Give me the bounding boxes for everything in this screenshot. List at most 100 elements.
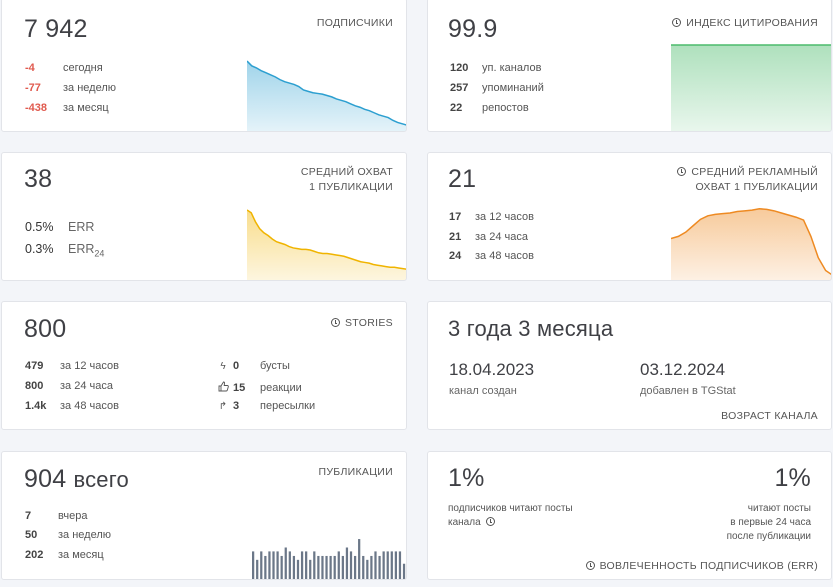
ad-reach-series-area xyxy=(671,208,831,280)
engagement-caption-wrap: ВОВЛЕЧЕННОСТЬ ПОДПИСЧИКОВ (ERR) xyxy=(585,560,818,572)
stories-24h-num: 800 xyxy=(25,380,44,392)
avg-reach-sparkline xyxy=(247,209,406,280)
subscribers-sparkline xyxy=(247,60,406,131)
ad-reach-series-line xyxy=(671,207,831,276)
publication-bar xyxy=(337,551,340,579)
created-label: канал создан xyxy=(449,385,517,397)
publication-bar xyxy=(366,559,369,579)
ad-row-12h: 17 за 12 часов xyxy=(449,211,534,223)
ad-reach-caption-1-wrap: СРЕДНИЙ РЕКЛАМНЫЙ xyxy=(677,166,818,178)
avg-reach-caption-2: 1 ПУБЛИКАЦИИ xyxy=(309,181,393,193)
citation-reposts-num: 22 xyxy=(450,102,463,114)
stories-boosts-label: бусты xyxy=(260,360,290,372)
lightning-icon: ϟ xyxy=(220,361,226,372)
stories-reactions-num: 15 xyxy=(233,382,246,394)
avg-reach-series-area xyxy=(247,210,406,280)
avg-reach-card[interactable]: 38 СРЕДНИЙ ОХВАТ 1 ПУБЛИКАЦИИ 0.5% ERR 0.… xyxy=(1,152,407,281)
publications-value: 904 xyxy=(24,465,67,493)
citation-channels-label: уп. каналов xyxy=(482,62,542,74)
age-caption: ВОЗРАСТ КАНАЛА xyxy=(721,410,818,422)
publication-bar xyxy=(260,551,263,579)
ad-24h-label: за 24 часа xyxy=(475,231,528,243)
publication-bar xyxy=(353,555,357,579)
engagement-card[interactable]: 1% 1% подписчиков читают посты канала чи… xyxy=(427,451,832,580)
stories-row-24h: 800 за 24 часа xyxy=(25,380,113,392)
publication-bar xyxy=(296,559,300,579)
publication-bar xyxy=(386,551,389,579)
ad-row-48h: 24 за 48 часов xyxy=(449,250,534,262)
publications-week-label: за неделю xyxy=(58,529,112,541)
ad-reach-caption-1: СРЕДНИЙ РЕКЛАМНЫЙ xyxy=(691,166,818,178)
publication-bar xyxy=(398,551,402,579)
citation-row-mentions: 257 упоминаний xyxy=(450,82,544,94)
publications-bar-chart xyxy=(252,539,406,579)
stories-row-12h: 479 за 12 часов xyxy=(25,360,119,372)
publications-row-yesterday: 7 вчера xyxy=(25,510,87,522)
citation-channels-num: 120 xyxy=(450,62,469,74)
publication-bar xyxy=(374,551,377,579)
ad-12h-label: за 12 часов xyxy=(475,211,534,223)
publication-bar xyxy=(333,555,336,579)
subscribers-card[interactable]: 7 942 ПОДПИСЧИКИ -4 сегодня -77 за неделю … xyxy=(1,0,407,132)
publication-bar xyxy=(276,551,279,579)
publication-bar xyxy=(349,551,353,579)
publication-bar xyxy=(321,555,324,579)
publication-bar xyxy=(382,551,385,579)
engagement-right-text-3: после публикации xyxy=(726,531,811,542)
publication-bar xyxy=(268,551,271,579)
engagement-left-text-1: подписчиков читают посты xyxy=(448,503,573,514)
publication-bar xyxy=(256,559,259,579)
subscribers-month-label: за месяц xyxy=(63,102,109,114)
citation-value: 99.9 xyxy=(448,15,498,43)
subscribers-row-today: -4 сегодня xyxy=(25,62,103,74)
err-row: 0.5% ERR xyxy=(25,220,94,234)
stories-caption: STORIES xyxy=(344,317,393,329)
subscribers-row-month: -438 за месяц xyxy=(25,102,109,114)
engagement-right-text-1: читают посты xyxy=(747,503,811,514)
publication-bar xyxy=(394,551,397,579)
stories-row-forwards: ↱ 3 пересылки xyxy=(217,400,315,412)
publication-bar xyxy=(252,551,255,579)
subscribers-row-week: -77 за неделю xyxy=(25,82,116,94)
added-date: 03.12.2024 xyxy=(640,360,726,379)
publication-bar xyxy=(288,551,291,579)
stories-card[interactable]: 800 STORIES 479 за 12 часов 800 за 24 часа… xyxy=(1,301,407,430)
info-icon[interactable] xyxy=(486,517,496,526)
citation-card[interactable]: 99.9 ИНДЕКС ЦИТИРОВАНИЯ 120 уп. каналов 2… xyxy=(427,0,832,132)
stories-caption-wrap: STORIES xyxy=(330,317,393,329)
age-card[interactable]: 3 года 3 месяца 18.04.2023 канал создан … xyxy=(427,301,832,430)
publications-caption: ПУБЛИКАЦИИ xyxy=(318,466,393,478)
subscribers-value: 7 942 xyxy=(24,15,88,43)
stories-reactions-label: реакции xyxy=(260,382,302,394)
engagement-right-value: 1% xyxy=(774,464,811,492)
publication-bar xyxy=(317,555,320,579)
engagement-left-text-2: канала xyxy=(448,517,481,528)
ad-48h-label: за 48 часов xyxy=(475,250,534,262)
engagement-right-text-2: в первые 24 часа xyxy=(730,517,811,528)
stories-forwards-label: пересылки xyxy=(260,400,316,412)
added-label: добавлен в TGStat xyxy=(640,385,736,397)
publications-value-wrap: 904 всего xyxy=(24,465,129,494)
ad-reach-sparkline xyxy=(671,207,831,280)
engagement-left-text-2-wrap: канала xyxy=(448,516,500,530)
subscribers-month-num: -438 xyxy=(25,102,48,114)
age-value: 3 года 3 месяца xyxy=(448,316,614,341)
subscribers-caption: ПОДПИСЧИКИ xyxy=(316,17,393,29)
ad-reach-card[interactable]: 21 СРЕДНИЙ РЕКЛАМНЫЙ ОХВАТ 1 ПУБЛИКАЦИИ … xyxy=(427,152,832,281)
citation-mentions-num: 257 xyxy=(450,82,469,94)
ad-48h-num: 24 xyxy=(449,250,462,262)
publication-bar xyxy=(390,551,393,579)
thumbs-up-icon xyxy=(217,380,229,394)
publication-bar xyxy=(329,555,332,579)
err24-subscript: 24 xyxy=(94,248,105,259)
publications-card[interactable]: 904 всего ПУБЛИКАЦИИ 7 вчера 50 за неделю … xyxy=(1,451,407,580)
publication-bar xyxy=(325,555,328,579)
publication-bar xyxy=(358,539,361,579)
citation-row-reposts: 22 репостов xyxy=(450,102,529,114)
publication-bar xyxy=(370,555,373,579)
info-icon xyxy=(672,18,682,27)
publications-suffix: всего xyxy=(73,467,129,492)
publications-month-label: за месяц xyxy=(58,549,104,561)
err-label: ERR xyxy=(68,220,95,234)
stories-12h-label: за 12 часов xyxy=(60,360,119,372)
